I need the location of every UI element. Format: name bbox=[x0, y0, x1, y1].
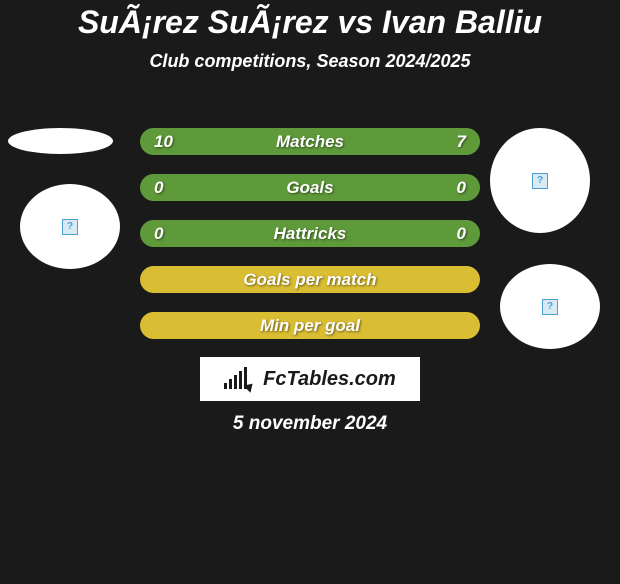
date-text: 5 november 2024 bbox=[0, 413, 620, 435]
stats-container: 10Matches7 0Goals0 0Hattricks0 Goals per ma… bbox=[140, 128, 480, 358]
logo-arrow-icon bbox=[244, 380, 257, 393]
stat-label: Hattricks bbox=[140, 224, 480, 244]
page-title: SuÃ¡rez SuÃ¡rez vs Ivan Balliu bbox=[0, 4, 620, 41]
stat-pill: Goals per match bbox=[140, 266, 480, 293]
logo-bar bbox=[229, 379, 232, 389]
stat-pill: 0Goals0 bbox=[140, 174, 480, 201]
stat-label: Goals bbox=[140, 178, 480, 198]
stat-label: Min per goal bbox=[140, 316, 480, 336]
image-placeholder-icon: ? bbox=[532, 173, 548, 189]
page-subtitle: Club competitions, Season 2024/2025 bbox=[0, 51, 620, 72]
logo-bars-icon bbox=[224, 369, 259, 389]
image-placeholder-icon: ? bbox=[62, 219, 78, 235]
avatar-circle-right-bottom: ? bbox=[500, 264, 600, 349]
stat-label: Matches bbox=[140, 132, 480, 152]
avatar-oval-left bbox=[8, 128, 113, 154]
stat-pill: 0Hattricks0 bbox=[140, 220, 480, 247]
logo-bar bbox=[234, 375, 237, 389]
image-placeholder-icon: ? bbox=[542, 299, 558, 315]
avatar-circle-left: ? bbox=[20, 184, 120, 269]
stat-label: Goals per match bbox=[140, 270, 480, 290]
avatar-circle-right-top: ? bbox=[490, 128, 590, 233]
logo-box: FcTables.com bbox=[200, 357, 420, 401]
stat-pill: Min per goal bbox=[140, 312, 480, 339]
logo-inner: FcTables.com bbox=[224, 368, 396, 391]
logo-bar bbox=[224, 383, 227, 389]
logo-bar bbox=[239, 371, 242, 389]
stat-pill: 10Matches7 bbox=[140, 128, 480, 155]
logo-text: FcTables.com bbox=[263, 368, 396, 391]
